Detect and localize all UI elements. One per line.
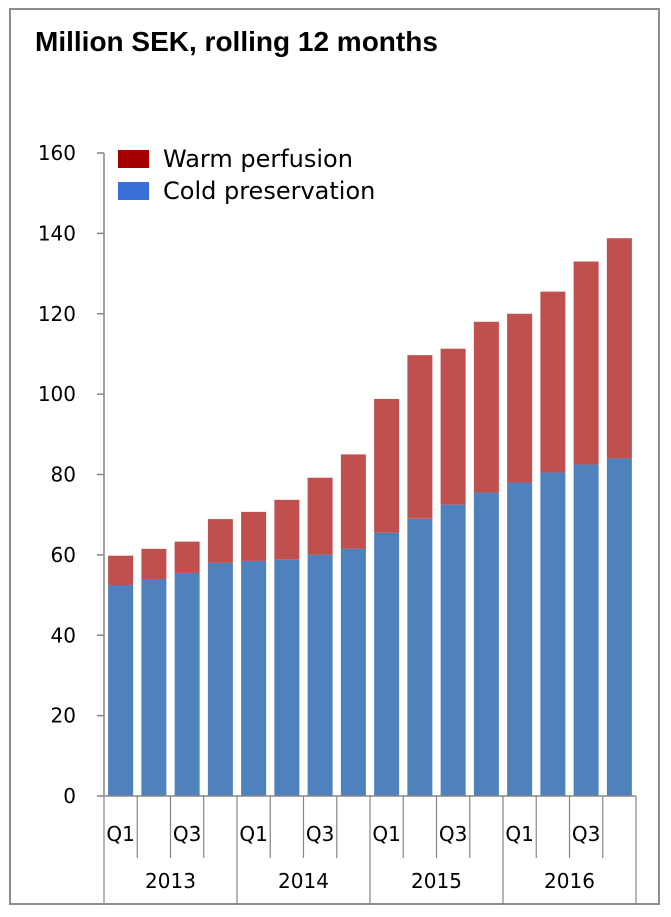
bar-cold-preservation bbox=[307, 554, 333, 796]
bar-series bbox=[108, 238, 632, 796]
x-tick-label: Q1 bbox=[372, 822, 400, 846]
bar-warm-perfusion bbox=[473, 321, 499, 493]
bar-cold-preservation bbox=[274, 559, 300, 796]
legend-label: Warm perfusion bbox=[163, 145, 353, 173]
bar-cold-preservation bbox=[606, 458, 632, 796]
bar-warm-perfusion bbox=[606, 238, 632, 459]
y-tick-label: 120 bbox=[38, 302, 76, 326]
bar-cold-preservation bbox=[440, 504, 466, 796]
bar-warm-perfusion bbox=[274, 499, 300, 560]
y-tick-label: 20 bbox=[51, 704, 76, 728]
x-tick-label: Q1 bbox=[106, 822, 134, 846]
bar-warm-perfusion bbox=[340, 454, 366, 549]
bar-cold-preservation bbox=[340, 548, 366, 796]
bar-cold-preservation bbox=[141, 578, 167, 796]
year-group-label: 2014 bbox=[278, 869, 329, 893]
bar-cold-preservation bbox=[540, 472, 566, 796]
bar-warm-perfusion bbox=[207, 519, 233, 563]
x-tick-label: Q1 bbox=[505, 822, 533, 846]
chart-title: Million SEK, rolling 12 months bbox=[35, 26, 438, 57]
bar-warm-perfusion bbox=[440, 348, 466, 505]
x-tick-label: Q1 bbox=[239, 822, 267, 846]
year-group-label: 2013 bbox=[145, 869, 196, 893]
x-axis: Q1 Q3 Q1 Q3 Q1 Q3 Q1 Q3 2013 2014 2015 2016 bbox=[103, 795, 637, 905]
bar-cold-preservation bbox=[108, 585, 134, 796]
bar-warm-perfusion bbox=[573, 261, 599, 465]
legend-label: Cold preservation bbox=[163, 177, 375, 205]
bar-cold-preservation bbox=[241, 560, 267, 796]
legend-swatch bbox=[118, 150, 149, 168]
bar-warm-perfusion bbox=[540, 291, 566, 473]
bar-cold-preservation bbox=[174, 572, 200, 796]
bar-cold-preservation bbox=[507, 482, 533, 796]
bar-cold-preservation bbox=[473, 492, 499, 796]
x-tick-label: Q3 bbox=[572, 822, 600, 846]
y-tick-label: 40 bbox=[51, 623, 76, 647]
bar-warm-perfusion bbox=[174, 541, 200, 573]
bar-warm-perfusion bbox=[241, 511, 267, 561]
y-tick-label: 0 bbox=[63, 784, 76, 808]
bar-warm-perfusion bbox=[507, 313, 533, 483]
year-group-label: 2016 bbox=[544, 869, 595, 893]
legend: Warm perfusion Cold preservation bbox=[118, 145, 375, 205]
x-tick-label: Q3 bbox=[439, 822, 467, 846]
y-tick-label: 140 bbox=[38, 221, 76, 245]
bar-cold-preservation bbox=[573, 464, 599, 796]
legend-swatch bbox=[118, 182, 149, 200]
y-axis: 0 20 40 60 80 100 120 140 160 bbox=[38, 141, 105, 808]
bar-cold-preservation bbox=[207, 562, 233, 796]
bar-cold-preservation bbox=[407, 518, 433, 796]
bar-cold-preservation bbox=[374, 532, 400, 796]
bar-warm-perfusion bbox=[108, 555, 134, 586]
y-tick-label: 60 bbox=[51, 543, 76, 567]
y-tick-label: 160 bbox=[38, 141, 76, 165]
y-tick-label: 80 bbox=[51, 463, 76, 487]
bar-warm-perfusion bbox=[374, 398, 400, 533]
bar-warm-perfusion bbox=[307, 477, 333, 555]
y-tick-label: 100 bbox=[38, 382, 76, 406]
bar-warm-perfusion bbox=[407, 355, 433, 519]
year-group-label: 2015 bbox=[411, 869, 462, 893]
bar-warm-perfusion bbox=[141, 548, 167, 579]
x-tick-label: Q3 bbox=[306, 822, 334, 846]
x-tick-label: Q3 bbox=[173, 822, 201, 846]
